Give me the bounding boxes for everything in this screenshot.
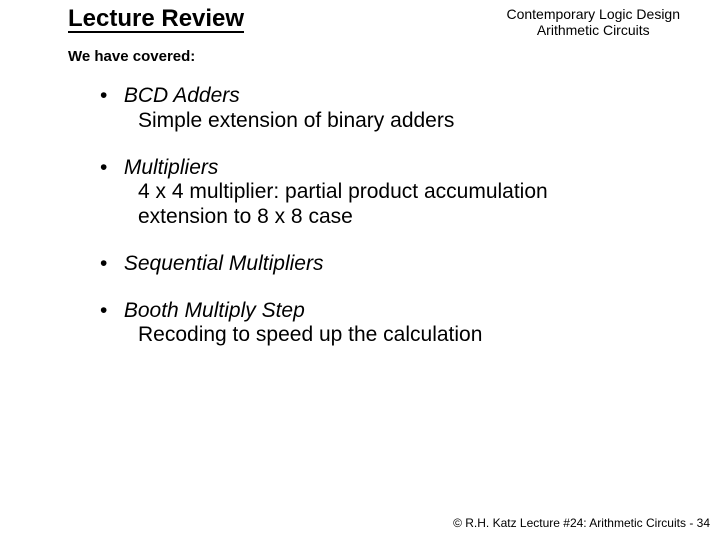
item-head: Booth Multiply Step xyxy=(124,299,305,322)
header-line-2: Arithmetic Circuits xyxy=(506,22,680,38)
list-item: • BCD Adders Simple extension of binary … xyxy=(100,84,680,134)
bullet-icon: • xyxy=(100,156,118,181)
item-sub: extension to 8 x 8 case xyxy=(138,205,680,230)
subtitle: We have covered: xyxy=(68,48,195,65)
content-area: • BCD Adders Simple extension of binary … xyxy=(100,84,680,370)
list-item: • Multipliers 4 x 4 multiplier: partial … xyxy=(100,156,680,230)
item-head-row: • Booth Multiply Step xyxy=(100,299,680,324)
bullet-icon: • xyxy=(100,84,118,109)
slide: Lecture Review Contemporary Logic Design… xyxy=(0,0,720,540)
bullet-icon: • xyxy=(100,252,118,277)
item-sub: 4 x 4 multiplier: partial product accumu… xyxy=(138,180,680,205)
item-sub: Simple extension of binary adders xyxy=(138,109,680,134)
list-item: • Sequential Multipliers xyxy=(100,252,680,277)
item-head-row: • Sequential Multipliers xyxy=(100,252,680,277)
list-item: • Booth Multiply Step Recoding to speed … xyxy=(100,299,680,349)
header-line-1: Contemporary Logic Design xyxy=(506,6,680,22)
item-sub: Recoding to speed up the calculation xyxy=(138,323,680,348)
header-right: Contemporary Logic Design Arithmetic Cir… xyxy=(506,6,680,38)
item-head-row: • Multipliers xyxy=(100,156,680,181)
item-head: BCD Adders xyxy=(124,84,240,107)
footer: © R.H. Katz Lecture #24: Arithmetic Circ… xyxy=(453,516,710,530)
item-head: Sequential Multipliers xyxy=(124,252,324,275)
bullet-icon: • xyxy=(100,299,118,324)
item-head-row: • BCD Adders xyxy=(100,84,680,109)
slide-title: Lecture Review xyxy=(68,6,244,33)
item-head: Multipliers xyxy=(124,156,219,179)
